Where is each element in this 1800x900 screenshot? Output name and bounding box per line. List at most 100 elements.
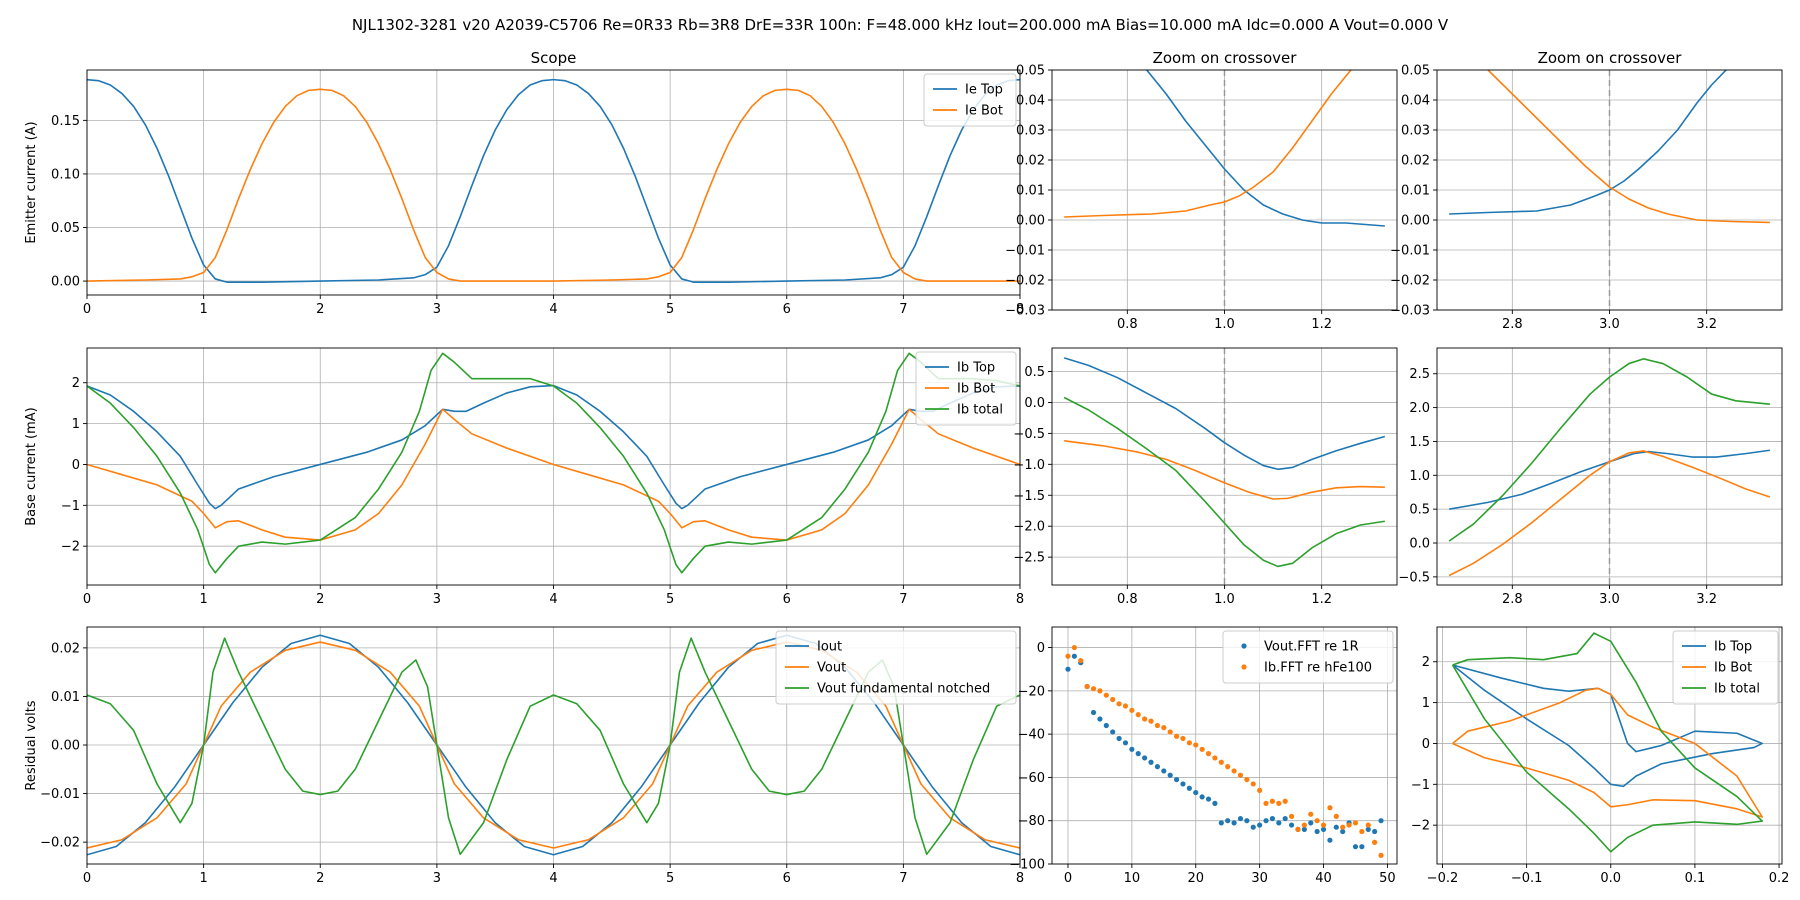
y-tick-label: −2.0: [1013, 520, 1045, 535]
x-tick-label: 1.2: [1311, 317, 1332, 332]
x-tick-label: 1: [199, 302, 207, 317]
tick-group: 0.8 1.0 1.2 −0.03 −0.02 −0.01 0.00 0.01 0.02 0.03…: [1005, 64, 1332, 333]
data-point: [1135, 751, 1141, 757]
legend-label: Ib Top: [1714, 640, 1752, 655]
chart-zoom2_ie: 2.8 3.0 3.2 −0.03 −0.02 −0.01 0.00 0.01 0.02 0.03…: [1390, 49, 1783, 333]
data-point: [1308, 811, 1314, 817]
y-tick-label: −40: [1018, 728, 1045, 743]
chart-zoom1_ie: 0.8 1.0 1.2 −0.03 −0.02 −0.01 0.00 0.01 0.02 0.03…: [1005, 49, 1398, 333]
x-tick-label: 0.1: [1685, 871, 1706, 886]
data-point: [1218, 820, 1224, 826]
data-point: [1186, 740, 1192, 746]
x-tick-label: 0: [83, 871, 91, 886]
series-ib-top-line: [1452, 664, 1764, 788]
data-point: [1142, 716, 1148, 722]
y-tick-label: −0.03: [1390, 304, 1430, 319]
data-point: [1199, 746, 1205, 752]
x-tick-label: 1.2: [1311, 592, 1332, 607]
series-group: [1448, 358, 1771, 577]
y-tick-label: 0.04: [1016, 94, 1045, 109]
y-tick-label: −80: [1018, 814, 1045, 829]
y-axis-label: Residual volts: [24, 700, 39, 790]
data-point: [1148, 759, 1154, 765]
y-axis-label: Emitter current (A): [24, 121, 39, 243]
series-ib-bot-line: [87, 408, 1020, 541]
y-tick-label: 0.5: [1409, 503, 1430, 518]
legend-label: Ib total: [957, 403, 1003, 418]
data-point: [1231, 768, 1237, 774]
data-point: [1154, 722, 1161, 729]
data-point: [1097, 688, 1103, 694]
tick-group: −0.2 −0.1 0.0 0.1 0.2 −2 −1 0 1 2: [1411, 655, 1790, 886]
data-point: [1116, 701, 1122, 707]
x-tick-label: 1.0: [1214, 592, 1235, 607]
data-point: [1110, 696, 1116, 703]
series-ib-fft-re-hfe100: [1065, 644, 1384, 858]
x-tick-label: 2.8: [1502, 592, 1523, 607]
y-tick-label: −0.02: [1005, 274, 1045, 289]
y-tick-label: 0.0: [1024, 396, 1045, 411]
chart-title: Zoom on crossover: [1153, 49, 1298, 67]
data-point: [1372, 839, 1378, 845]
y-tick-label: 0.5: [1024, 365, 1045, 380]
data-point: [1218, 759, 1224, 765]
x-tick-label: 1: [199, 871, 207, 886]
tick-group: 2.8 3.0 3.2 −0.5 0.0 0.5 1.0 1.5 2.0 2.5: [1398, 367, 1717, 607]
y-tick-label: 0.00: [1016, 214, 1045, 229]
data-point: [1340, 824, 1346, 830]
y-tick-label: 0.05: [1401, 64, 1430, 79]
x-tick-label: 8: [1016, 871, 1024, 886]
y-tick-label: −1: [1411, 778, 1430, 793]
x-tick-label: 4: [549, 592, 557, 607]
data-point: [1250, 781, 1256, 787]
y-tick-label: 0: [1422, 737, 1430, 752]
data-point: [1199, 794, 1205, 800]
x-tick-label: 1.0: [1214, 317, 1235, 332]
y-tick-label: −0.02: [1390, 274, 1430, 289]
data-point: [1173, 733, 1180, 739]
data-point: [1314, 818, 1320, 824]
data-point: [1186, 785, 1192, 791]
x-tick-label: 3.0: [1599, 317, 1620, 332]
data-point: [1263, 800, 1269, 806]
tick-group: 2.8 3.0 3.2 −0.03 −0.02 −0.01 0.00 0.01 0.02 0.03…: [1390, 64, 1717, 333]
x-tick-label: 2: [316, 302, 324, 317]
y-tick-label: −0.02: [40, 836, 80, 851]
chart-title: Scope: [531, 49, 577, 67]
x-tick-label: 6: [783, 871, 791, 886]
series-group: [87, 352, 1020, 574]
data-point: [1180, 735, 1186, 742]
grid-lines: [1052, 348, 1397, 585]
legend: Ie Top Ie Bot: [923, 73, 1017, 127]
y-axis-label: Base current (mA): [24, 407, 39, 526]
series-group: [1451, 632, 1764, 853]
y-tick-label: 0: [1037, 641, 1045, 656]
data-point: [1193, 742, 1199, 748]
x-tick-label: 2: [316, 592, 324, 607]
data-point: [1142, 755, 1148, 761]
data-point: [1161, 768, 1167, 774]
chart-zoom2_ib: 2.8 3.0 3.2 −0.5 0.0 0.5 1.0 1.5 2.0 2.5: [1398, 347, 1783, 607]
y-tick-label: −0.5: [1013, 427, 1045, 442]
y-tick-label: 0.01: [1016, 184, 1045, 199]
y-tick-label: 0.02: [51, 641, 80, 656]
chart-zoom1_ib: 0.8 1.0 1.2 −2.5 −2.0 −1.5 −1.0 −0.5 0.0 0.5: [1013, 347, 1398, 607]
legend-box: [775, 630, 1017, 705]
data-point: [1161, 725, 1167, 731]
data-point: [1071, 644, 1077, 651]
data-point: [1103, 692, 1109, 698]
legend-label: Vout fundamental notched: [817, 682, 990, 697]
y-tick-label: −20: [1018, 684, 1045, 699]
data-point: [1320, 822, 1327, 828]
data-point: [1078, 657, 1084, 664]
data-point: [1231, 820, 1237, 826]
data-point: [1314, 828, 1320, 835]
y-tick-label: 1: [1422, 696, 1430, 711]
x-tick-label: 0.8: [1117, 592, 1138, 607]
series-group: [1064, 70, 1385, 227]
data-point: [1212, 800, 1218, 806]
data-point: [1346, 822, 1352, 828]
data-point: [1288, 813, 1295, 819]
tick-group: 0 10 20 30 40 50 −100 −80 −60 −40 −20 0: [1009, 641, 1395, 886]
y-tick-label: 1: [72, 417, 80, 432]
